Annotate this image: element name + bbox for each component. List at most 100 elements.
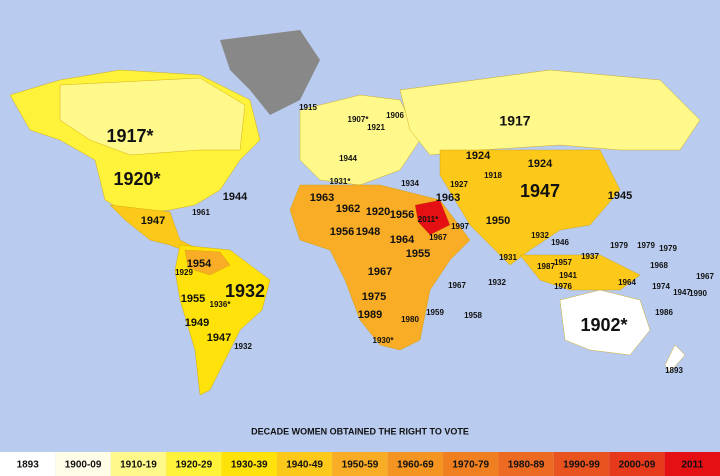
year-label: 1957 (554, 258, 572, 267)
year-label: 1947 (520, 181, 560, 201)
legend-label: 1930-39 (231, 460, 268, 471)
year-label: 1931 (499, 253, 517, 262)
legend-swatch (0, 452, 56, 476)
legend-label: 2000-09 (619, 460, 656, 471)
year-label: 1920 (366, 206, 390, 218)
year-label: 1918 (484, 171, 502, 180)
year-label: 1980 (401, 315, 419, 324)
year-label: 1924 (466, 150, 491, 162)
year-label: 1962 (336, 203, 360, 215)
year-label: 1987 (537, 262, 555, 271)
year-label: 1954 (187, 258, 212, 270)
year-label: 1929 (175, 268, 193, 277)
year-label: 1963 (436, 192, 460, 204)
year-label: 1924 (528, 158, 553, 170)
year-label: 1967 (429, 233, 447, 242)
year-label: 1934 (401, 179, 419, 188)
year-label: 1967 (448, 281, 466, 290)
year-label: 1932 (225, 281, 265, 301)
legend-swatch (387, 452, 444, 476)
year-label: 1956 (390, 209, 414, 221)
year-label: 1944 (339, 154, 357, 163)
year-label: 1947 (207, 332, 231, 344)
year-label: 1915 (299, 103, 317, 112)
year-label: 1976 (554, 282, 572, 291)
year-label: 1955 (406, 248, 430, 260)
year-label: 1932 (488, 278, 506, 287)
year-label: 1920* (113, 169, 160, 189)
legend-label: 1920-29 (175, 460, 212, 471)
year-label: 1946 (551, 238, 569, 247)
year-label: 1941 (559, 271, 577, 280)
legend-label: 1900-09 (65, 460, 102, 471)
year-label: 1989 (358, 309, 382, 321)
year-label: 1958 (464, 311, 482, 320)
year-label: 1964 (390, 234, 415, 246)
year-label: 1967 (368, 266, 392, 278)
year-label: 1948 (356, 226, 380, 238)
year-label: 1917 (499, 113, 530, 129)
map-title: DECADE WOMEN OBTAINED THE RIGHT TO VOTE (251, 426, 469, 436)
legend-label: 1910-19 (120, 460, 157, 471)
legend-label: 1960-69 (397, 460, 434, 471)
year-label: 1945 (608, 190, 632, 202)
legend-swatch (498, 452, 554, 476)
legend-swatch (55, 452, 111, 476)
year-label: 2011* (418, 215, 439, 224)
year-labels: 1917* 1920* 1944 1947 1961 1915 1907* 19… (106, 103, 714, 375)
year-label: 1968 (650, 261, 668, 270)
year-label: 1932 (531, 231, 549, 240)
year-label: 1974 (652, 282, 670, 291)
year-label: 1947 (141, 215, 165, 227)
year-label: 1979 (659, 244, 677, 253)
legend-label: 1940-49 (286, 460, 323, 471)
year-label: 1927 (450, 180, 468, 189)
legend-swatch (553, 452, 610, 476)
year-label: 1956 (330, 226, 354, 238)
year-label: 1906 (386, 111, 404, 120)
legend-label: 1970-79 (452, 460, 489, 471)
legend-swatch (110, 452, 167, 476)
legend-swatch (664, 452, 720, 476)
year-label: 1944 (223, 191, 248, 203)
legend-label: 1980-89 (508, 460, 545, 471)
year-label: 1964 (618, 278, 636, 287)
year-label: 1979 (637, 241, 655, 250)
year-label: 1949 (185, 317, 209, 329)
year-label: 1893 (665, 366, 683, 375)
year-label: 1917* (106, 126, 153, 146)
year-label: 1990 (689, 289, 707, 298)
year-label: 1979 (610, 241, 628, 250)
year-label: 1932 (234, 342, 252, 351)
legend-swatch (443, 452, 499, 476)
legend-label: 1950-59 (342, 460, 379, 471)
year-label: 1936* (210, 300, 232, 309)
year-label: 1921 (367, 123, 385, 132)
legend-swatch (276, 452, 333, 476)
year-label: 1931* (330, 177, 352, 186)
year-label: 1997 (451, 222, 469, 231)
legend-label: 1893 (17, 460, 40, 471)
legend: 1893 1900-09 1910-19 1920-29 1930-39 1940-49 1… (0, 452, 720, 476)
year-label: 1986 (655, 308, 673, 317)
year-label: 1907* (348, 115, 370, 124)
year-label: 1975 (362, 291, 386, 303)
year-label: 1950 (486, 215, 510, 227)
legend-swatch (332, 452, 388, 476)
legend-swatch (221, 452, 277, 476)
legend-swatch (609, 452, 665, 476)
year-label: 1967 (696, 272, 714, 281)
legend-swatch (166, 452, 222, 476)
year-label: 1963 (310, 192, 334, 204)
legend-label: 2011 (681, 460, 703, 471)
land (9, 30, 701, 396)
year-label: 1959 (426, 308, 444, 317)
year-label: 1930* (373, 336, 395, 345)
year-label: 1961 (192, 208, 210, 217)
year-label: 1937 (581, 252, 599, 261)
year-label: 1947 (673, 288, 691, 297)
year-label: 1955 (181, 293, 205, 305)
year-label: 1902* (580, 315, 627, 335)
legend-label: 1990-99 (563, 460, 600, 471)
